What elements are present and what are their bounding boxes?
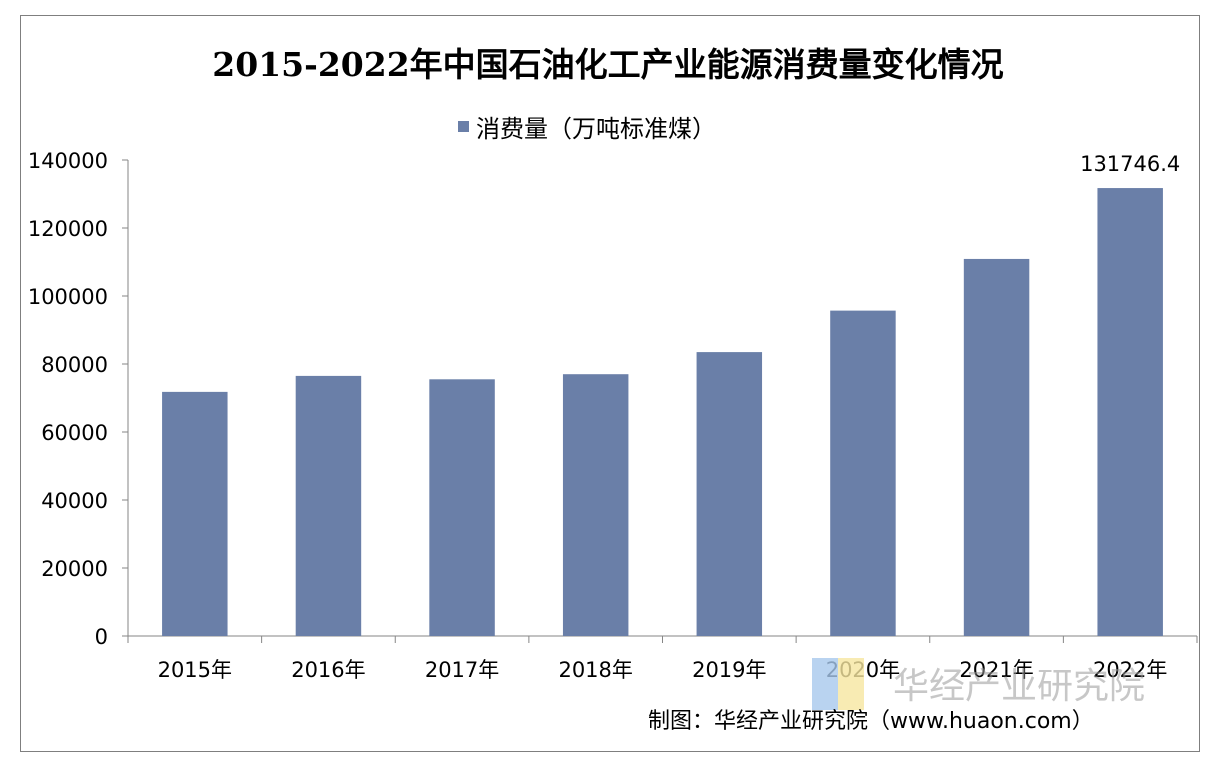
- bar: [963, 258, 1030, 636]
- chart-title: 2015-2022年中国石油化工产业能源消费量变化情况: [212, 45, 1003, 84]
- bar: [1097, 188, 1163, 636]
- bar: [295, 375, 362, 636]
- y-tick-label: 100000: [28, 285, 108, 309]
- bar: [429, 379, 495, 636]
- y-tick-label: 40000: [41, 489, 108, 513]
- y-tick-label: 120000: [28, 217, 108, 241]
- y-axis: 0 20000 40000 60000 80000 100000 120000 140000: [28, 149, 129, 649]
- y-tick-label: 80000: [41, 353, 108, 377]
- data-label: 131746.4: [1080, 152, 1180, 176]
- y-tick-label: 140000: [28, 149, 108, 173]
- x-tick-label: 2018年: [558, 658, 632, 682]
- x-tick-label: 2016年: [291, 658, 365, 682]
- bars: [162, 188, 1163, 636]
- legend-swatch: [458, 121, 469, 132]
- x-tick-label: 2015年: [158, 658, 232, 682]
- bar: [562, 374, 629, 636]
- bar: [830, 310, 896, 636]
- x-tick-label: 2022年: [1093, 658, 1167, 682]
- source-note: 制图：华经产业研究院（www.huaon.com）: [648, 709, 1094, 734]
- legend: 消费量（万吨标准煤）: [458, 115, 716, 143]
- watermark-text: 华经产业研究院: [893, 666, 1145, 707]
- x-tick-label: 2021年: [959, 658, 1033, 682]
- watermark: 华经产业研究院: [812, 658, 1145, 710]
- x-tick-label: 2019年: [692, 658, 766, 682]
- watermark-logo-yellow: [838, 658, 864, 710]
- y-tick-label: 20000: [41, 557, 108, 581]
- watermark-logo-blue: [812, 658, 838, 710]
- bar: [696, 352, 763, 636]
- bar: [162, 391, 228, 636]
- data-labels: 131746.4: [1080, 152, 1180, 176]
- y-tick-label: 0: [95, 625, 108, 649]
- legend-label: 消费量（万吨标准煤）: [476, 115, 716, 143]
- x-tick-label: 2017年: [425, 658, 499, 682]
- y-tick-label: 60000: [41, 421, 108, 445]
